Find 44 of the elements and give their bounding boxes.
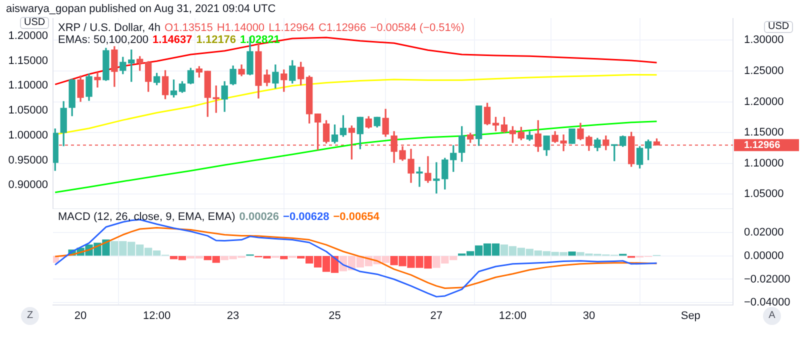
round-button: A bbox=[763, 307, 781, 325]
round-button: Z bbox=[21, 307, 39, 325]
y-tick-label: 0.90000 bbox=[8, 179, 48, 192]
annotation: H1.14000 bbox=[216, 22, 265, 34]
annotation: 1.14637 bbox=[152, 34, 192, 46]
y-tick-label: −0.02000 bbox=[744, 273, 790, 286]
y-tick-label: 1.00000 bbox=[8, 129, 48, 142]
y-tick-label: 0.02000 bbox=[744, 226, 784, 238]
bar bbox=[280, 256, 288, 260]
y-tick-label: 0.00000 bbox=[744, 250, 784, 262]
y-tick-label: 1.05000 bbox=[8, 104, 48, 117]
x-tick-label: 20 bbox=[74, 310, 87, 322]
chart-title: MACD (12, 26, close, 9, EMA, EMA) bbox=[58, 211, 236, 223]
text: aiswarya_gopan published on Aug 31, 2021 09:04 UTC bbox=[6, 3, 276, 15]
y-tick-label: 1.20000 bbox=[8, 30, 48, 42]
x-tick-label: 25 bbox=[328, 310, 341, 322]
annotation: EMAs: 50,100,200 bbox=[58, 34, 149, 46]
annotation: L1.12964 bbox=[268, 22, 314, 34]
y-tick-label: 1.15000 bbox=[8, 54, 48, 67]
y-tick-label: 1.10000 bbox=[8, 80, 48, 92]
annotation: 0.00026 bbox=[239, 211, 280, 223]
annotation: C1.12966 bbox=[318, 22, 366, 34]
annotation: −0.00654 bbox=[333, 211, 380, 223]
y-tick-label: 0.95000 bbox=[8, 154, 48, 166]
y2-axis-title: USD bbox=[764, 21, 794, 33]
y2-tick-label: 1.25000 bbox=[744, 65, 784, 78]
candlestick bbox=[611, 144, 618, 162]
candlestick bbox=[568, 128, 576, 144]
x-tick-label: 23 bbox=[226, 310, 240, 322]
x-tick-label: 12:00 bbox=[498, 310, 526, 322]
x-tick-label: 12:00 bbox=[143, 310, 171, 322]
annotation: −0.00584 (−0.51%) bbox=[370, 22, 464, 34]
annotation: 1.12176 bbox=[196, 34, 236, 46]
ref-line-label: 1.12966 bbox=[744, 140, 781, 151]
x-tick-label: Sep bbox=[680, 310, 700, 322]
y-tick-label: −0.04000 bbox=[744, 296, 790, 309]
bar bbox=[568, 252, 576, 256]
annotation: −0.00628 bbox=[283, 211, 330, 223]
x-tick-label: 27 bbox=[430, 310, 443, 322]
x-tick-label: 30 bbox=[582, 310, 596, 322]
annotation: O1.13515 bbox=[164, 22, 213, 34]
chart-title: XRP / U.S. Dollar, 4h bbox=[58, 22, 161, 34]
y2-tick-label: 1.30000 bbox=[744, 34, 784, 46]
y-axis-title: USD bbox=[20, 17, 50, 29]
